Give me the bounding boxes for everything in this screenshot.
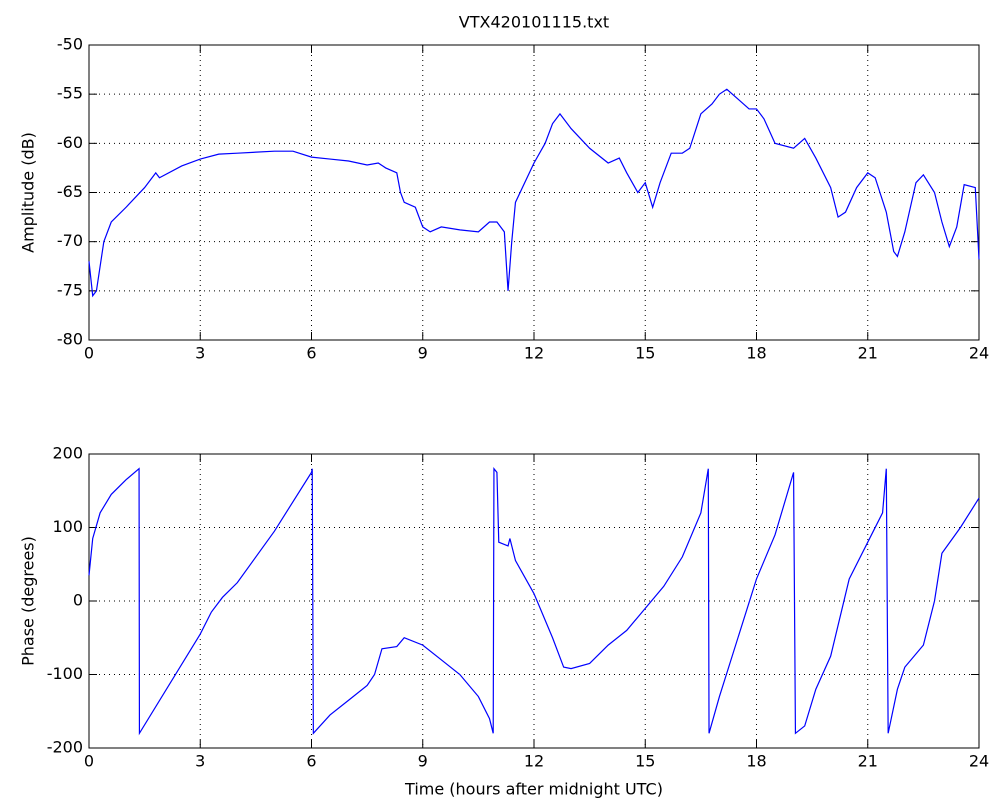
axes-frame — [88, 453, 980, 749]
x-tick-label: 6 — [306, 752, 316, 771]
x-tick-label: 15 — [635, 344, 655, 363]
y-tick-label: -50 — [57, 35, 83, 54]
x-tick-label: 0 — [84, 752, 94, 771]
x-tick-label: 12 — [524, 752, 544, 771]
y-tick-label: -200 — [47, 738, 83, 757]
x-tick-label: 24 — [969, 344, 989, 363]
x-axis-label: Time (hours after midnight UTC) — [404, 780, 663, 799]
y-tick-label: -75 — [57, 280, 83, 299]
y-tick-label: -70 — [57, 231, 83, 250]
y-tick-label: 200 — [52, 444, 83, 463]
x-tick-label: 6 — [306, 344, 316, 363]
x-tick-label: 18 — [746, 344, 766, 363]
x-tick-label: 3 — [195, 344, 205, 363]
x-tick-label: 3 — [195, 752, 205, 771]
y-tick-label: -65 — [57, 182, 83, 201]
y-tick-label: -60 — [57, 133, 83, 152]
x-tick-label: 15 — [635, 752, 655, 771]
axes-frame — [88, 44, 980, 341]
y-tick-label: -55 — [57, 84, 83, 103]
x-tick-label: 18 — [746, 752, 766, 771]
x-tick-label: 21 — [858, 752, 878, 771]
y-tick-label: 0 — [73, 591, 83, 610]
y-axis-label: Phase (degrees) — [19, 536, 38, 666]
chart-title: VTX420101115.txt — [459, 13, 609, 32]
x-tick-label: 9 — [418, 344, 428, 363]
x-tick-label: 12 — [524, 344, 544, 363]
data-line — [88, 88, 980, 298]
x-tick-label: 21 — [858, 344, 878, 363]
x-tick-label: 9 — [418, 752, 428, 771]
y-axis-label: Amplitude (dB) — [19, 132, 38, 253]
y-tick-label: -100 — [47, 664, 83, 683]
x-tick-label: 0 — [84, 344, 94, 363]
y-tick-label: -80 — [57, 330, 83, 349]
x-tick-label: 24 — [969, 752, 989, 771]
data-line — [88, 467, 980, 736]
y-tick-label: 100 — [52, 517, 83, 536]
